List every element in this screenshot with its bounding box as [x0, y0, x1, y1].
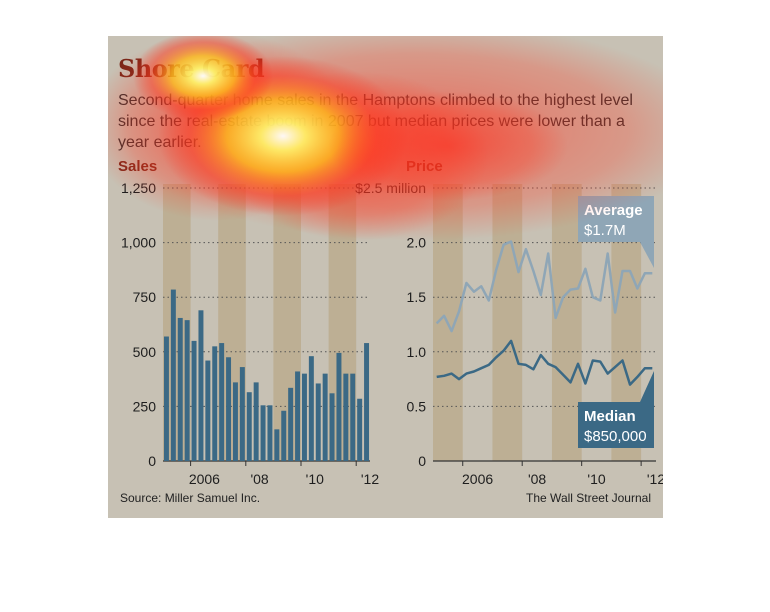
median-callout-label: Median — [584, 408, 636, 425]
x-tick-label: 2006 — [189, 471, 220, 487]
sales-bar — [322, 373, 328, 461]
sales-bar — [295, 371, 301, 461]
sales-bar — [308, 356, 314, 461]
sales-bar — [191, 340, 197, 461]
sales-bar — [198, 310, 204, 461]
sales-bar — [232, 382, 238, 461]
year-band — [492, 184, 523, 461]
sales-bar — [246, 392, 252, 461]
x-tick-label: '10 — [587, 471, 605, 487]
median-callout-box — [578, 402, 654, 448]
year-band — [551, 184, 582, 461]
sales-bar — [301, 373, 307, 461]
sales-bar — [315, 383, 321, 461]
x-tick-label: '10 — [306, 471, 324, 487]
sales-bar — [260, 405, 266, 461]
y-tick-label: 0.5 — [407, 398, 427, 414]
median-callout-pointer — [640, 371, 654, 402]
sales-bar — [226, 357, 232, 461]
y-tick-label: 0 — [148, 453, 156, 469]
sales-bar — [163, 336, 169, 461]
price-lines — [435, 240, 653, 386]
y-tick-label: 1,000 — [121, 235, 156, 251]
source-note: Source: Miller Samuel Inc. — [120, 491, 261, 505]
sales-bar — [357, 398, 363, 461]
average-callout-value: $1.7M — [584, 222, 626, 239]
y-tick-label: 1,250 — [121, 180, 156, 196]
sales-bar — [336, 352, 342, 461]
x-tick-label: '08 — [250, 471, 268, 487]
average-price-line — [435, 240, 653, 333]
publisher-credit: The Wall Street Journal — [526, 491, 651, 505]
y-tick-label: 250 — [133, 398, 157, 414]
median-price-line — [436, 339, 653, 386]
median-callout-value: $850,000 — [584, 428, 647, 445]
y-tick-label: 0 — [418, 453, 426, 469]
sales-bars — [163, 289, 370, 461]
sales-bar — [219, 343, 225, 461]
chart-subtitle: Second-quarter home sales in the Hampton… — [118, 92, 633, 151]
sales-bar — [343, 373, 349, 461]
chart-card: 0 250 500 750 1,000 1,250 2006 '08 '10 '12 0 0.5 1.0… — [108, 36, 663, 518]
x-tick-label: '08 — [528, 471, 546, 487]
sales-bar — [288, 387, 294, 461]
y-tick-label: 750 — [133, 289, 157, 305]
sales-bar — [239, 367, 245, 461]
x-tick-label: '12 — [647, 471, 663, 487]
sales-bar — [184, 320, 190, 461]
sales-panel-title: Sales — [118, 158, 158, 175]
sales-bar — [267, 405, 273, 461]
sales-bar — [177, 317, 183, 461]
y-tick-label: 1.5 — [407, 289, 427, 305]
sales-bar — [350, 373, 356, 461]
average-callout-pointer — [640, 242, 654, 268]
y-tick-label: $2.5 million — [355, 180, 426, 196]
chart-title: Shore Card — [118, 54, 265, 83]
sales-bar — [253, 382, 259, 461]
x-tick-label: '12 — [361, 471, 379, 487]
sales-bar — [205, 360, 211, 461]
average-callout-label: Average — [584, 202, 643, 219]
sales-bar — [281, 410, 287, 461]
sales-bar — [212, 346, 218, 461]
price-panel-title: Price — [406, 158, 443, 175]
sales-bar — [170, 289, 176, 461]
y-tick-label: 2.0 — [407, 235, 427, 251]
y-tick-label: 1.0 — [407, 344, 427, 360]
y-tick-label: 500 — [133, 344, 157, 360]
x-tick-label: 2006 — [462, 471, 493, 487]
sales-bar — [274, 429, 280, 461]
sales-bar — [329, 393, 335, 461]
sales-bar — [364, 343, 370, 461]
